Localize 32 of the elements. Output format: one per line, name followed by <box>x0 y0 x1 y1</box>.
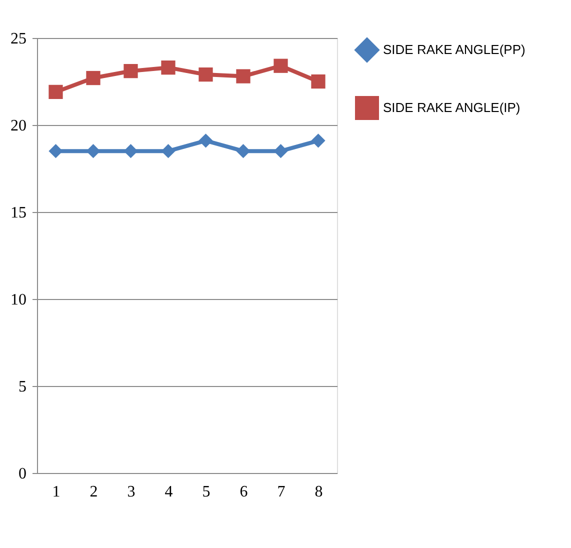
x-tick-label: 6 <box>240 484 248 500</box>
point <box>161 60 176 75</box>
x-tick-label: 5 <box>202 484 210 500</box>
point <box>86 70 100 86</box>
point <box>86 144 100 158</box>
point <box>236 69 250 84</box>
x-tick-label: 4 <box>164 484 173 500</box>
point <box>124 64 138 78</box>
point <box>161 144 176 158</box>
legend-label: SIDE RAKE ANGLE(IP) <box>383 100 520 115</box>
point <box>311 74 326 89</box>
point <box>48 144 63 158</box>
point <box>48 84 63 100</box>
x-tick-label: 1 <box>52 484 60 500</box>
y-tick-label: 10 <box>10 292 26 308</box>
point <box>124 144 138 158</box>
point <box>274 144 288 158</box>
legend-label: SIDE RAKE ANGLE(PP) <box>383 42 526 57</box>
y-tick-label: 0 <box>18 466 26 482</box>
x-tick-label: 7 <box>277 484 286 500</box>
point <box>198 67 213 82</box>
x-tick-label: 2 <box>90 484 98 500</box>
x-tick-label: 8 <box>314 484 323 500</box>
y-tick-label: 25 <box>10 30 26 48</box>
point <box>311 134 326 148</box>
y-tick-label: 20 <box>10 118 26 134</box>
x-tick-label: 3 <box>127 484 136 500</box>
y-tick-label: 5 <box>18 378 26 396</box>
point <box>274 58 288 73</box>
point <box>198 134 213 148</box>
y-tick-label: 15 <box>10 204 26 222</box>
point <box>236 144 250 158</box>
